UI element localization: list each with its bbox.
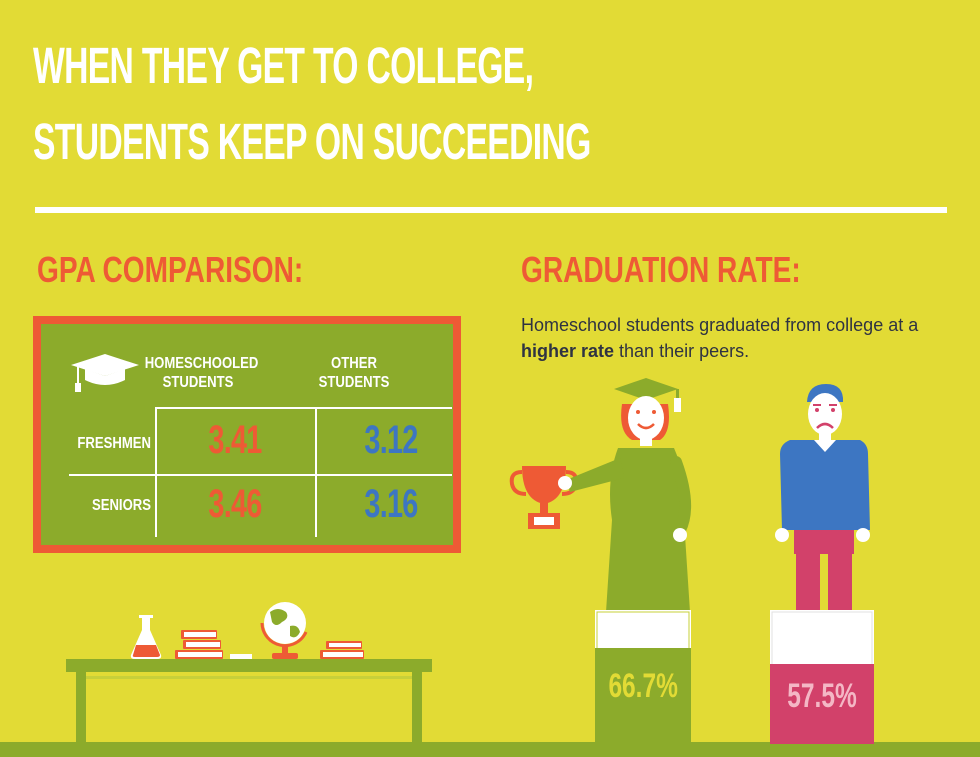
gpa-freshmen-other: 3.12 bbox=[364, 418, 418, 462]
gpa-seniors-other: 3.16 bbox=[364, 482, 418, 526]
gpa-freshmen-homeschooled: 3.41 bbox=[208, 418, 262, 462]
globe-icon bbox=[260, 602, 308, 659]
desk bbox=[66, 659, 432, 744]
grid-line bbox=[315, 407, 317, 537]
column-header-homeschooled-line-2: STUDENTS bbox=[162, 374, 234, 391]
row-label-freshmen: FRESHMEN bbox=[77, 435, 151, 452]
graduation-cap-icon bbox=[71, 354, 139, 392]
other-graduation-rate: 57.5% bbox=[787, 677, 857, 715]
graduation-description: Homeschool students graduated from colle… bbox=[521, 312, 961, 364]
title-divider bbox=[35, 207, 947, 213]
flask-icon bbox=[130, 615, 162, 659]
homeschooled-graduation-rate: 66.7% bbox=[608, 667, 678, 705]
graduation-description-end: than their peers. bbox=[614, 341, 750, 361]
gpa-seniors-homeschooled: 3.46 bbox=[208, 482, 262, 526]
homeschooled-pedestal bbox=[595, 610, 691, 744]
floor bbox=[0, 742, 980, 757]
row-label-seniors: SENIORS bbox=[91, 497, 151, 514]
column-header-other-line-2: STUDENTS bbox=[318, 374, 390, 391]
graduation-description-emphasis: higher rate bbox=[521, 341, 615, 361]
column-header-other-line-1: OTHER bbox=[331, 355, 377, 372]
grid-line bbox=[156, 407, 452, 409]
other-student-pedestal bbox=[770, 610, 874, 744]
title-line-1: WHEN THEY GET TO COLLEGE, bbox=[33, 37, 534, 94]
graduation-heading: GRADUATION RATE: bbox=[521, 249, 801, 290]
column-header-homeschooled: HOMESCHOOLED STUDENTS bbox=[144, 354, 259, 392]
gpa-heading: GPA COMPARISON: bbox=[37, 249, 304, 290]
graduation-description-start: Homeschool students graduated from colle… bbox=[521, 315, 919, 335]
trophy-icon bbox=[509, 466, 579, 529]
homeschooled-graduate-figure bbox=[558, 378, 692, 641]
column-header-other: OTHER STUDENTS bbox=[317, 354, 391, 392]
grid-line bbox=[155, 407, 157, 537]
grid-line bbox=[69, 474, 452, 476]
gpa-chalkboard: HOMESCHOOLED STUDENTS OTHER STUDENTS FRE… bbox=[33, 316, 461, 553]
books-icon bbox=[175, 630, 364, 659]
column-header-homeschooled-line-1: HOMESCHOOLED bbox=[144, 355, 259, 372]
